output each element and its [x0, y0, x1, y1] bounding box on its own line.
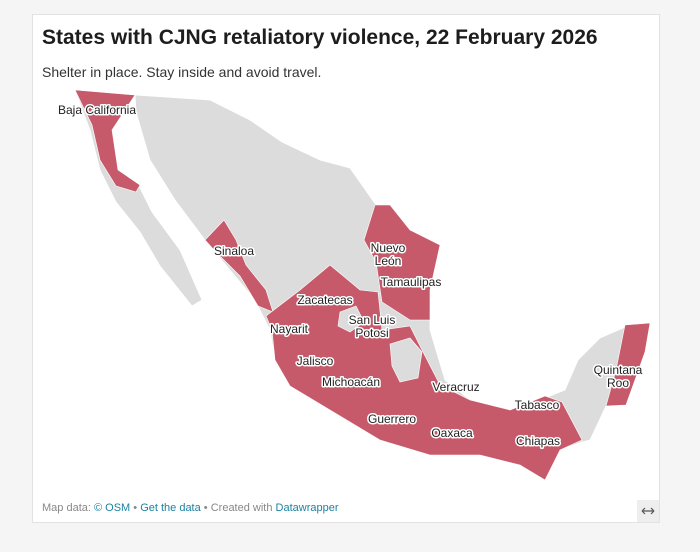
- state-label: Tabasco: [515, 398, 560, 412]
- state-label: Sinaloa: [214, 244, 254, 258]
- link[interactable]: Get the data: [140, 502, 201, 514]
- state-area: [605, 322, 651, 407]
- state-label: Guerrero: [368, 412, 416, 426]
- state-label: Nuevo: [371, 241, 406, 255]
- separator: •: [133, 502, 138, 514]
- title: States with CJNG retaliatory violence, 2…: [42, 26, 598, 49]
- state-label: San Luis: [349, 313, 396, 327]
- footer-text: Map data:: [42, 502, 91, 514]
- state-label: Roo: [607, 376, 629, 390]
- subtitle: Shelter in place. Stay inside and avoid …: [42, 64, 322, 80]
- separator: •: [203, 502, 208, 514]
- state-label: Zacatecas: [297, 293, 352, 307]
- state-label: Oaxaca: [431, 426, 473, 440]
- state-label: León: [375, 254, 402, 268]
- state-area: [204, 219, 274, 313]
- state-area: [74, 89, 141, 193]
- state-label: Baja California: [58, 103, 136, 117]
- expand-button[interactable]: [637, 500, 659, 522]
- state-area: [363, 204, 441, 321]
- state-label: Nayarit: [270, 322, 309, 336]
- state-label: Michoacán: [322, 375, 380, 389]
- footer: Map data: © OSM • Get the data • Created…: [42, 502, 339, 514]
- state-label: Tamaulipas: [381, 275, 442, 289]
- state-label: Potosi: [355, 326, 388, 340]
- state-area: [389, 337, 423, 383]
- state-label: Quintana: [594, 363, 643, 377]
- state-area: [337, 305, 365, 333]
- unaffected-states: [337, 305, 423, 383]
- expand-icon[interactable]: [641, 507, 655, 515]
- state-label: Jalisco: [297, 354, 334, 368]
- state-label: Veracruz: [432, 380, 479, 394]
- state-label: Chiapas: [516, 434, 560, 448]
- footer-text: Created with: [210, 502, 273, 514]
- link[interactable]: Datawrapper: [275, 502, 339, 514]
- link[interactable]: © OSM: [93, 502, 131, 514]
